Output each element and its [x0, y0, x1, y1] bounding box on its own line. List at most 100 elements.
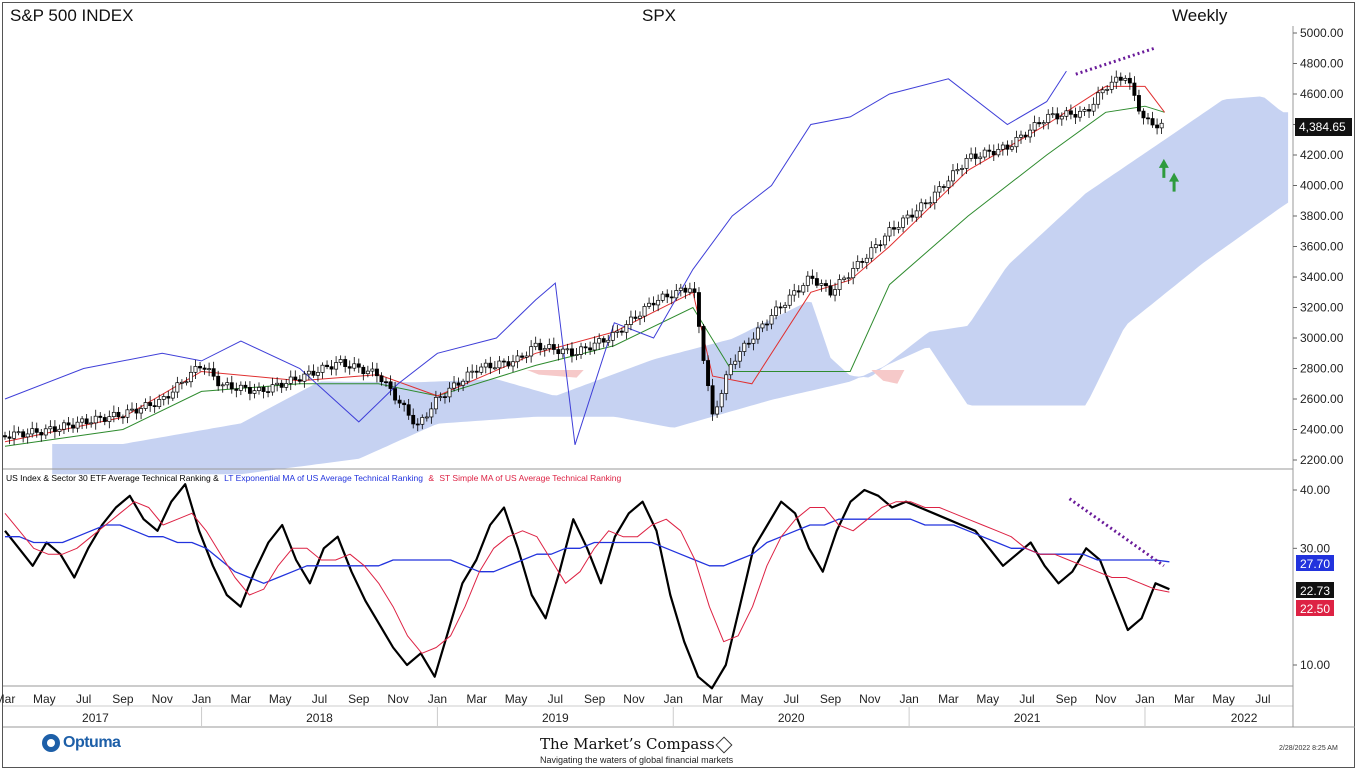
candle — [565, 348, 570, 351]
annotations — [1068, 46, 1180, 568]
candle — [910, 214, 915, 218]
candle — [1087, 109, 1091, 112]
price-y-tick-label: 5000.00 — [1300, 26, 1344, 40]
candle — [433, 397, 438, 410]
candle — [697, 292, 701, 327]
year-tick-label: 2022 — [1231, 711, 1258, 725]
candle — [71, 424, 75, 429]
chikou-line — [4, 70, 1067, 445]
candle — [855, 261, 860, 269]
candle — [969, 153, 974, 159]
candle — [769, 315, 774, 325]
candle — [411, 414, 416, 425]
candle — [1096, 92, 1101, 105]
candle — [1019, 134, 1023, 138]
candle — [116, 411, 121, 418]
candle — [869, 247, 874, 259]
month-tick-label: Sep — [1056, 692, 1078, 706]
price-y-tick-label: 4600.00 — [1300, 87, 1344, 101]
candle — [397, 399, 402, 404]
candle — [805, 275, 810, 286]
candle — [542, 348, 547, 351]
month-tick-label: May — [33, 692, 56, 706]
candle — [1073, 113, 1078, 118]
candle — [547, 344, 552, 349]
brand-name: The Market’s Compass — [540, 735, 715, 753]
candle — [783, 304, 788, 308]
candle — [62, 422, 66, 430]
candle — [184, 381, 189, 384]
candle — [1141, 110, 1146, 119]
ranking-line — [4, 483, 1170, 690]
month-tick-label: Jul — [76, 692, 91, 706]
candle — [3, 435, 7, 438]
candle — [175, 382, 180, 393]
candle — [284, 383, 289, 388]
last-price-label: 4,384.65 — [1299, 120, 1346, 134]
candle — [152, 405, 157, 407]
month-tick-label: Mar — [938, 692, 959, 706]
candle — [388, 381, 393, 389]
candle — [1159, 122, 1164, 129]
candle — [406, 404, 411, 416]
candle — [556, 349, 561, 355]
candle — [760, 323, 765, 329]
candle — [896, 226, 901, 230]
month-tick-label: Sep — [820, 692, 842, 706]
candle — [642, 306, 647, 317]
optuma-logo: Optuma — [42, 734, 121, 752]
candle — [438, 396, 443, 398]
chart-title: S&P 500 INDEX — [10, 6, 134, 25]
st-sma-line — [4, 501, 1170, 654]
candle — [964, 158, 969, 169]
candle — [719, 393, 724, 408]
candle — [610, 332, 615, 341]
candle — [107, 416, 112, 422]
candle — [574, 354, 579, 356]
month-tick-label: May — [1212, 692, 1235, 706]
candle — [901, 217, 906, 228]
candle — [996, 148, 1001, 156]
candle — [801, 285, 806, 293]
candle — [982, 149, 987, 158]
month-tick-label: Nov — [859, 692, 880, 706]
candle — [302, 373, 307, 382]
candle — [420, 417, 425, 425]
candle — [474, 370, 479, 373]
candle — [297, 379, 302, 382]
candle — [1155, 124, 1160, 129]
candle — [588, 347, 593, 351]
candle — [787, 294, 792, 306]
candle — [229, 382, 234, 390]
ranking-trendline — [1068, 497, 1165, 568]
symbol-label: SPX — [642, 6, 677, 25]
candle — [320, 364, 325, 373]
candle — [1105, 89, 1110, 91]
candle — [978, 156, 983, 159]
year-tick-label: 2017 — [82, 711, 109, 725]
candle — [39, 432, 44, 436]
candle — [1146, 117, 1150, 120]
candle — [84, 418, 89, 425]
year-tick-label: 2018 — [306, 711, 333, 725]
candle — [892, 227, 896, 230]
price-y-tick-label: 4200.00 — [1300, 148, 1344, 162]
year-tick-label: 2021 — [1014, 711, 1041, 725]
candle — [860, 261, 865, 263]
candle — [329, 366, 334, 370]
candle — [293, 376, 298, 381]
cloud-body — [52, 96, 1289, 475]
candle — [456, 382, 461, 386]
candle — [52, 426, 57, 432]
candle — [247, 387, 252, 394]
month-tick-label: Mar — [0, 692, 15, 706]
month-tick-label: Sep — [348, 692, 370, 706]
interval-label: Weekly — [1172, 6, 1228, 25]
candle — [1100, 89, 1105, 94]
month-tick-label: Jul — [548, 692, 563, 706]
candle — [774, 306, 779, 316]
candle — [628, 316, 633, 325]
candle — [225, 382, 230, 386]
